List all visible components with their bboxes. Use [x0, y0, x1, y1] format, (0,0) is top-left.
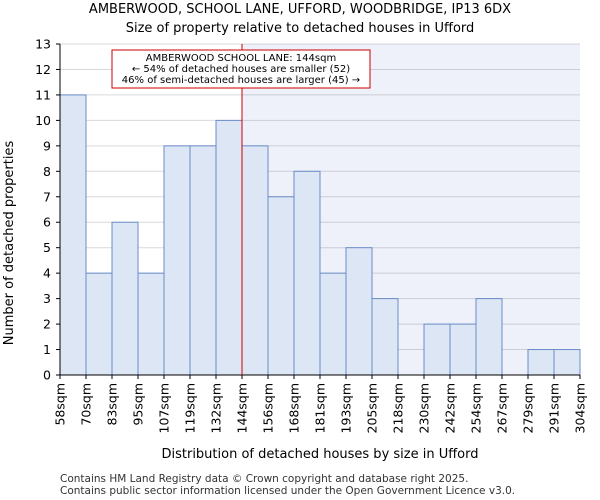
x-tick-label: 291sqm — [547, 383, 562, 433]
x-tick-label: 254sqm — [469, 383, 484, 433]
x-tick-label: 132sqm — [209, 383, 224, 433]
x-tick-label: 95sqm — [131, 383, 146, 426]
bar-193sqm — [345, 247, 373, 376]
bar-291sqm — [553, 349, 581, 376]
x-tick-label: 144sqm — [235, 383, 250, 433]
bar-107sqm — [163, 145, 191, 376]
bar-144sqm — [241, 145, 269, 376]
x-tick-label: 205sqm — [365, 383, 380, 433]
x-tick-label: 107sqm — [157, 383, 172, 433]
footer-line-1: Contains HM Land Registry data © Crown c… — [60, 473, 468, 485]
x-tick-label: 304sqm — [573, 383, 588, 433]
x-axis-label: Distribution of detached houses by size … — [161, 447, 478, 462]
y-tick-label: 4 — [43, 266, 51, 281]
bar-119sqm — [189, 145, 217, 376]
y-tick-label: 0 — [43, 368, 51, 383]
bar-230sqm — [423, 323, 451, 376]
x-tick-label: 218sqm — [391, 383, 406, 433]
bar-156sqm — [267, 196, 295, 376]
bar-83sqm — [111, 221, 139, 376]
footer-line-2: Contains public sector information licen… — [60, 485, 515, 497]
y-tick-label: 5 — [43, 240, 51, 255]
y-tick-label: 8 — [43, 164, 51, 179]
annotation-line-1: AMBERWOOD SCHOOL LANE: 144sqm — [146, 53, 336, 64]
x-tick-label: 267sqm — [495, 383, 510, 433]
annotation-line-3: 46% of semi-detached houses are larger (… — [122, 75, 360, 86]
chart-subtitle: Size of property relative to detached ho… — [126, 21, 475, 36]
bar-254sqm — [475, 298, 503, 376]
x-tick-label: 230sqm — [417, 383, 432, 433]
bar-181sqm — [319, 272, 347, 376]
bar-242sqm — [449, 323, 477, 376]
annotation-box — [111, 49, 371, 89]
x-tick-label: 70sqm — [79, 383, 94, 426]
chart-title: AMBERWOOD, SCHOOL LANE, UFFORD, WOODBRID… — [89, 2, 511, 17]
y-tick-label: 7 — [43, 189, 51, 204]
x-tick-label: 83sqm — [105, 383, 120, 426]
x-tick-label: 279sqm — [521, 383, 536, 433]
bar-58sqm — [59, 94, 87, 376]
x-tick-label: 193sqm — [339, 383, 354, 433]
y-tick-label: 6 — [43, 215, 51, 230]
annotation-line-2: ← 54% of detached houses are smaller (52… — [132, 64, 350, 75]
y-tick-label: 10 — [35, 113, 51, 128]
y-tick-label: 11 — [35, 87, 51, 102]
bar-279sqm — [527, 349, 555, 376]
x-tick-label: 168sqm — [287, 383, 302, 433]
x-tick-label: 242sqm — [443, 383, 458, 433]
y-tick-label: 2 — [43, 317, 51, 332]
x-tick-label: 156sqm — [261, 383, 276, 433]
bar-168sqm — [293, 170, 321, 376]
y-axis-label: Number of detached properties — [2, 141, 17, 346]
bar-132sqm — [215, 119, 243, 376]
x-tick-label: 58sqm — [53, 383, 68, 426]
y-tick-label: 3 — [43, 291, 51, 306]
bar-70sqm — [85, 272, 113, 376]
x-tick-label: 181sqm — [313, 383, 328, 433]
bar-95sqm — [137, 272, 165, 376]
y-tick-label: 1 — [43, 342, 51, 357]
y-tick-label: 12 — [35, 62, 51, 77]
x-tick-label: 119sqm — [183, 383, 198, 433]
y-tick-label: 13 — [35, 37, 51, 52]
bar-205sqm — [371, 298, 399, 376]
y-tick-label: 9 — [43, 138, 51, 153]
